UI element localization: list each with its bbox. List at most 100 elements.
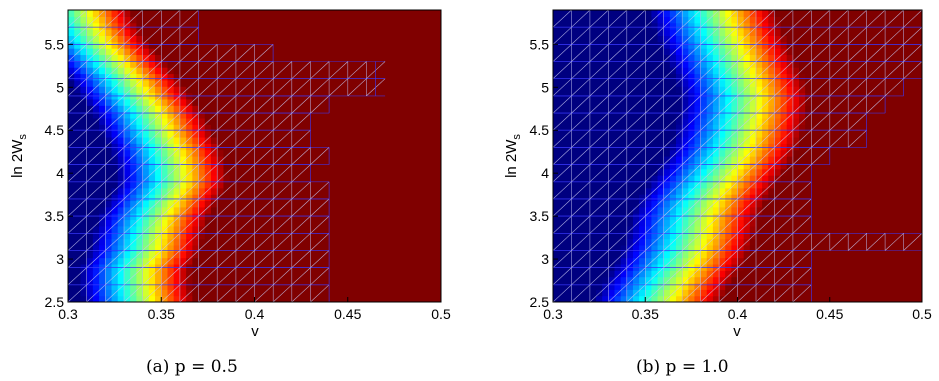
heatmap-cell xyxy=(372,276,380,284)
heatmap-cell xyxy=(161,98,169,106)
mesh-line xyxy=(254,284,274,302)
heatmap-cell xyxy=(74,10,82,17)
heatmap-cell xyxy=(391,35,399,43)
heatmap-cell xyxy=(835,232,843,240)
heatmap-cell xyxy=(273,168,280,176)
heatmap-cell xyxy=(823,219,831,227)
heatmap-cell xyxy=(620,238,628,246)
heatmap-cell xyxy=(360,35,367,43)
heatmap-cell xyxy=(291,244,299,252)
heatmap-cell xyxy=(136,41,144,49)
y-tick-label: 3.5 xyxy=(45,208,65,224)
heatmap-cell xyxy=(92,149,100,157)
heatmap-cell xyxy=(322,79,330,87)
heatmap-cell xyxy=(682,257,689,265)
heatmap-cell xyxy=(242,60,249,68)
heatmap-cell xyxy=(298,136,305,144)
heatmap-cell xyxy=(198,105,206,113)
heatmap-cell xyxy=(805,200,812,208)
heatmap-cell xyxy=(260,244,268,252)
heatmap-cell xyxy=(130,54,137,62)
heatmap-cell xyxy=(657,200,665,208)
heatmap-cell xyxy=(608,276,616,284)
heatmap-cell xyxy=(571,282,579,290)
heatmap-cell xyxy=(786,181,794,189)
heatmap-cell xyxy=(915,282,922,290)
heatmap-cell xyxy=(737,200,745,208)
heatmap-cell xyxy=(848,225,855,233)
heatmap-cell xyxy=(242,136,249,144)
heatmap-cell xyxy=(434,79,441,87)
heatmap-cell xyxy=(378,111,386,119)
heatmap-cell xyxy=(186,181,193,189)
heatmap-cell xyxy=(860,295,868,302)
heatmap-cell xyxy=(229,98,237,106)
heatmap-cell xyxy=(186,41,193,49)
heatmap-cell xyxy=(105,105,113,113)
heatmap-cell xyxy=(422,29,430,36)
heatmap-cell xyxy=(266,136,274,144)
heatmap-cell xyxy=(123,257,131,265)
heatmap-cell xyxy=(688,295,696,302)
heatmap-cell xyxy=(872,181,880,189)
heatmap-cell xyxy=(285,244,293,252)
heatmap-cell xyxy=(123,29,131,36)
heatmap-cell xyxy=(117,187,125,195)
heatmap-cell xyxy=(639,168,646,176)
heatmap-cell xyxy=(179,143,187,151)
heatmap-cell xyxy=(111,244,119,252)
heatmap-cell xyxy=(725,225,732,233)
heatmap-cell xyxy=(279,111,287,119)
heatmap-cell xyxy=(397,130,405,138)
y-tick-label: 3 xyxy=(56,251,64,267)
heatmap-cell xyxy=(204,86,212,94)
heatmap-cell xyxy=(768,175,775,182)
heatmap-cell xyxy=(385,117,392,125)
heatmap-cell xyxy=(148,86,156,94)
heatmap-cell xyxy=(161,156,169,163)
heatmap-cell xyxy=(762,257,769,265)
heatmap-cell xyxy=(304,181,312,189)
heatmap-cell xyxy=(130,282,137,290)
heatmap-cell xyxy=(179,130,187,138)
heatmap-cell xyxy=(204,111,212,119)
heatmap-cell xyxy=(878,295,886,302)
heatmap-cell xyxy=(700,187,708,195)
heatmap-cell xyxy=(80,251,88,259)
heatmap-cell xyxy=(620,251,628,259)
heatmap-cell xyxy=(657,206,665,214)
heatmap-cell xyxy=(266,238,274,246)
heatmap-cell xyxy=(626,282,634,290)
heatmap-cell xyxy=(583,181,591,189)
heatmap-cell xyxy=(204,54,212,62)
heatmap-cell xyxy=(298,168,305,176)
heatmap-cell xyxy=(854,219,862,227)
heatmap-cell xyxy=(409,295,417,302)
heatmap-cell xyxy=(155,251,162,259)
heatmap-cell xyxy=(80,206,88,214)
heatmap-cell xyxy=(663,289,671,297)
heatmap-cell xyxy=(378,257,386,265)
heatmap-cell xyxy=(676,206,683,214)
heatmap-cell xyxy=(608,251,616,259)
heatmap-cell xyxy=(694,238,702,246)
heatmap-cell xyxy=(409,98,417,106)
mesh-line xyxy=(179,198,199,217)
heatmap-cell xyxy=(799,257,806,265)
heatmap-cell xyxy=(694,206,702,214)
heatmap-cell xyxy=(682,225,689,233)
heatmap-cell xyxy=(403,48,411,56)
heatmap-cell xyxy=(786,244,794,252)
heatmap-cell xyxy=(310,244,318,252)
heatmap-cell xyxy=(99,73,106,81)
heatmap-cell xyxy=(173,16,181,24)
heatmap-cell xyxy=(360,79,367,87)
heatmap-cell xyxy=(409,225,417,233)
heatmap-cell xyxy=(68,244,75,252)
heatmap-cell xyxy=(860,263,868,271)
heatmap-cell xyxy=(657,162,665,170)
heatmap-cell xyxy=(428,117,436,125)
mesh-line xyxy=(142,198,162,217)
heatmap-cell xyxy=(372,181,380,189)
heatmap-cell xyxy=(298,244,305,252)
